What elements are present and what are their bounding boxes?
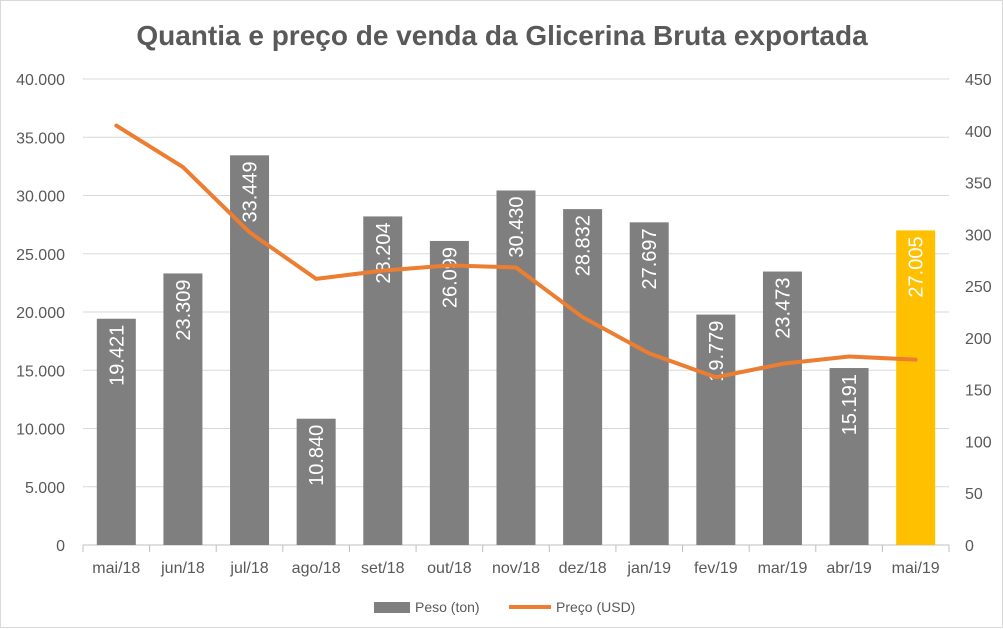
category-label: mai/19 <box>892 560 940 577</box>
bar-data-label: 33.449 <box>240 161 262 222</box>
category-label: mai/18 <box>92 560 140 577</box>
category-label: set/18 <box>361 560 405 577</box>
bar-data-label: 30.430 <box>506 196 528 257</box>
category-label: jun/18 <box>160 560 205 577</box>
bar-data-label: 27.005 <box>906 236 928 297</box>
left-axis-tick-label: 40.000 <box>16 72 65 89</box>
right-axis: 0 50 100 150 200 250 300 350 400 450 <box>965 72 992 555</box>
left-axis-tick-label: 5.000 <box>25 480 65 497</box>
bar-data-label: 19.421 <box>106 325 128 386</box>
left-axis-tick-label: 35.000 <box>16 130 65 147</box>
bar-data-label: 23.473 <box>772 278 794 339</box>
category-label: dez/18 <box>559 560 607 577</box>
left-axis-tick-label: 20.000 <box>16 305 65 322</box>
bar-data-label: 19.779 <box>706 321 728 382</box>
left-axis-tick-label: 30.000 <box>16 189 65 206</box>
chart-title: Quantia e preço de venda da Glicerina Br… <box>136 20 868 51</box>
bar-data-label: 23.309 <box>173 279 195 340</box>
left-axis-tick-label: 10.000 <box>16 422 65 439</box>
left-axis-tick-label: 0 <box>56 538 65 555</box>
legend-swatch-peso <box>374 602 410 613</box>
right-axis-tick-label: 100 <box>965 434 992 451</box>
right-axis-tick-label: 50 <box>965 486 983 503</box>
left-axis-tick-label: 25.000 <box>16 247 65 264</box>
bar-data-label: 28.832 <box>573 215 595 276</box>
bar-data-label: 26.099 <box>439 247 461 308</box>
category-label: fev/19 <box>694 560 738 577</box>
legend: Peso (ton) Preço (USD) <box>374 599 635 615</box>
legend-label-peso: Peso (ton) <box>415 599 480 615</box>
right-axis-tick-label: 0 <box>965 538 974 555</box>
right-axis-tick-label: 200 <box>965 331 992 348</box>
left-axis: 0 5.000 10.000 15.000 20.000 25.000 30.000 35.0… <box>16 72 65 555</box>
right-axis-tick-label: 250 <box>965 279 992 296</box>
left-axis-tick-label: 15.000 <box>16 363 65 380</box>
category-label: jul/18 <box>229 560 268 577</box>
category-label: mar/19 <box>758 560 808 577</box>
right-axis-tick-label: 400 <box>965 124 992 141</box>
right-axis-tick-label: 450 <box>965 72 992 89</box>
right-axis-tick-label: 150 <box>965 383 992 400</box>
category-label: out/18 <box>427 560 472 577</box>
category-label: abr/19 <box>826 560 871 577</box>
category-label: jan/19 <box>626 560 671 577</box>
legend-label-preco: Preço (USD) <box>556 599 635 615</box>
category-label: nov/18 <box>492 560 540 577</box>
bar-data-label: 15.191 <box>839 374 861 435</box>
bar-data-label: 27.697 <box>639 228 661 289</box>
right-axis-tick-label: 300 <box>965 227 992 244</box>
bar-data-label: 28.204 <box>373 222 395 283</box>
bar-data-label: 10.840 <box>306 425 328 486</box>
category-axis: mai/18 jun/18 jul/18 ago/18 set/18 out/18 nov/… <box>83 545 949 577</box>
category-label: ago/18 <box>292 560 341 577</box>
right-axis-tick-label: 350 <box>965 176 992 193</box>
